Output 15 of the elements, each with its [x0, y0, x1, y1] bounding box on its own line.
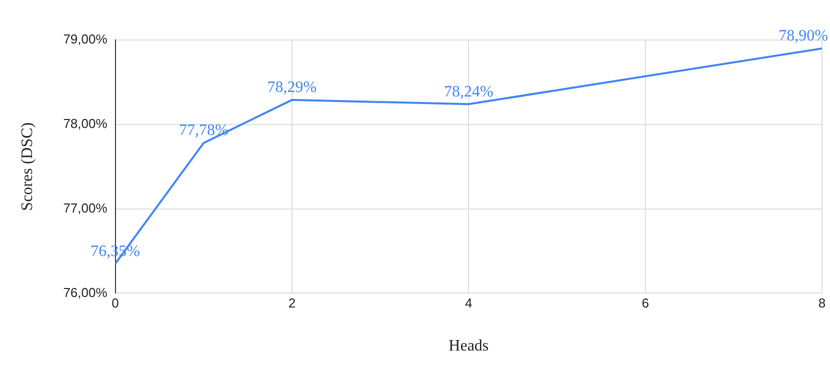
x-tick-label: 0	[112, 296, 119, 311]
y-tick-label: 77,00%	[63, 200, 108, 216]
y-tick-label: 78,00%	[63, 116, 108, 131]
x-tick-label: 2	[288, 296, 296, 311]
x-tick-label: 8	[818, 296, 826, 311]
y-tick-label: 79,00%	[63, 32, 108, 47]
x-tick-label: 6	[642, 296, 649, 311]
data-label: 78,24%	[444, 83, 494, 100]
data-label: 78,90%	[778, 28, 828, 45]
x-tick-label: 4	[465, 296, 472, 311]
y-axis-title: Scores (DSC)	[18, 122, 36, 211]
y-tick-label: 76,00%	[63, 284, 108, 300]
x-axis-title: Heads	[448, 338, 489, 355]
data-label: 78,29%	[267, 79, 317, 96]
data-label: 77,78%	[178, 122, 228, 140]
